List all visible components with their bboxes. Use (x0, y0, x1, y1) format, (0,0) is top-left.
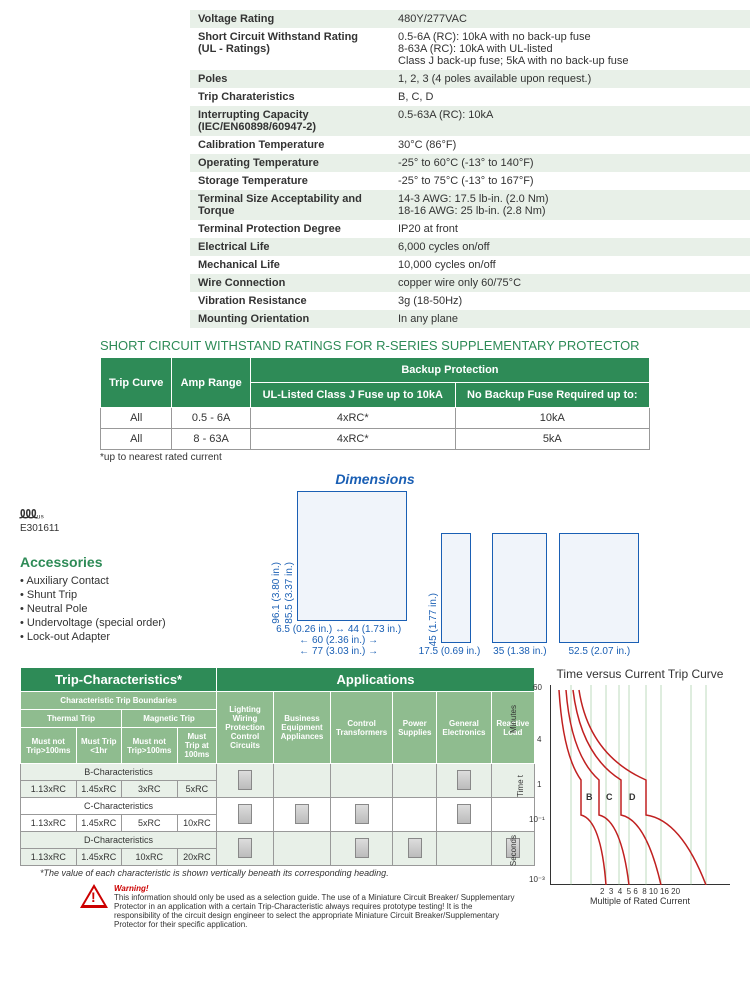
spec-table: Voltage Rating480Y/277VACShort Circuit W… (190, 10, 750, 328)
trip-characteristics-table: Trip-Characteristics*Applications Charac… (20, 667, 535, 866)
breaker-icon (238, 838, 252, 858)
breaker-icon (457, 770, 471, 790)
spec-value: 30°C (86°F) (390, 136, 750, 154)
spec-label: Calibration Temperature (190, 136, 390, 154)
spec-value: 14-3 AWG: 17.5 lb-in. (2.0 Nm)18-16 AWG:… (390, 190, 750, 220)
spec-value: IP20 at front (390, 220, 750, 238)
spec-value: copper wire only 60/75°C (390, 274, 750, 292)
trip-curve-chart: B C D 60 4 1 10⁻¹ 10⁻³ Minutes Time t Se… (550, 685, 730, 885)
spec-label: Electrical Life (190, 238, 390, 256)
spec-label: Wire Connection (190, 274, 390, 292)
spec-label: Short Circuit Withstand Rating(UL - Rati… (190, 28, 390, 70)
breaker-icon (295, 804, 309, 824)
spec-value: -25° to 75°C (-13° to 167°F) (390, 172, 750, 190)
breaker-icon (238, 804, 252, 824)
spec-label: Operating Temperature (190, 154, 390, 172)
accessory-item: Neutral Pole (20, 602, 180, 616)
spec-value: 3g (18-50Hz) (390, 292, 750, 310)
accessory-item: Auxiliary Contact (20, 574, 180, 588)
warning-box: ! Warning!This information should only b… (80, 884, 515, 929)
col-amp: Amp Range (172, 358, 251, 408)
withstand-footnote: *up to nearest rated current (100, 452, 750, 463)
spec-value: 480Y/277VAC (390, 10, 750, 28)
spec-label: Storage Temperature (190, 172, 390, 190)
withstand-title: SHORT CIRCUIT WITHSTAND RATINGS FOR R-SE… (100, 338, 750, 353)
svg-text:C: C (606, 792, 613, 802)
breaker-icon (457, 804, 471, 824)
spec-value: In any plane (390, 310, 750, 328)
spec-value: 0.5-63A (RC): 10kA (390, 106, 750, 136)
spec-label: Voltage Rating (190, 10, 390, 28)
applications-header: Applications (217, 668, 535, 692)
svg-text:D: D (629, 792, 636, 802)
breaker-icon (408, 838, 422, 858)
spec-value: 0.5-6A (RC): 10kA with no back-up fuse8-… (390, 28, 750, 70)
warning-icon: ! (80, 884, 108, 908)
accessory-item: Shunt Trip (20, 588, 180, 602)
chart-xticks: 2 3 4 5 6 8 10 16 20 (550, 887, 730, 896)
breaker-icon (355, 838, 369, 858)
spec-label: Mechanical Life (190, 256, 390, 274)
spec-value: 6,000 cycles on/off (390, 238, 750, 256)
chart-title: Time versus Current Trip Curve (550, 667, 730, 681)
spec-label: Poles (190, 70, 390, 88)
breaker-icon (238, 770, 252, 790)
trip-footnote: *The value of each characteristic is sho… (40, 868, 535, 878)
accessories-list: Auxiliary ContactShunt TripNeutral PoleU… (20, 574, 180, 644)
col-ul: UL-Listed Class J Fuse up to 10kA (250, 383, 455, 408)
accessories-title: Accessories (20, 554, 180, 570)
spec-value: B, C, D (390, 88, 750, 106)
breaker-icon (355, 804, 369, 824)
dimensions-title: Dimensions (0, 471, 750, 487)
spec-label: Trip Charateristics (190, 88, 390, 106)
spec-label: Terminal Protection Degree (190, 220, 390, 238)
col-trip: Trip Curve (101, 358, 172, 408)
dimensions-diagram: 96.1 (3.80 in.)85.5 (3.37 in.) 6.5 (0.26… (180, 491, 730, 657)
spec-value: -25° to 60°C (-13° to 140°F) (390, 154, 750, 172)
accessory-item: Undervoltage (special order) (20, 616, 180, 630)
accessory-item: Lock-out Adapter (20, 630, 180, 644)
col-backup: Backup Protection (250, 358, 649, 383)
ul-cert: ⅏ᵤₛE301611 (20, 501, 180, 534)
chart-xlabel: Multiple of Rated Current (550, 896, 730, 906)
col-nobackup: No Backup Fuse Required up to: (455, 383, 649, 408)
spec-label: Terminal Size Acceptability and Torque (190, 190, 390, 220)
spec-value: 10,000 cycles on/off (390, 256, 750, 274)
spec-value: 1, 2, 3 (4 poles available upon request.… (390, 70, 750, 88)
spec-label: Interrupting Capacity(IEC/EN60898/60947-… (190, 106, 390, 136)
spec-label: Vibration Resistance (190, 292, 390, 310)
withstand-table: Trip CurveAmp RangeBackup Protection UL-… (100, 357, 650, 450)
svg-text:B: B (586, 792, 593, 802)
spec-label: Mounting Orientation (190, 310, 390, 328)
trip-char-header: Trip-Characteristics* (21, 668, 217, 692)
